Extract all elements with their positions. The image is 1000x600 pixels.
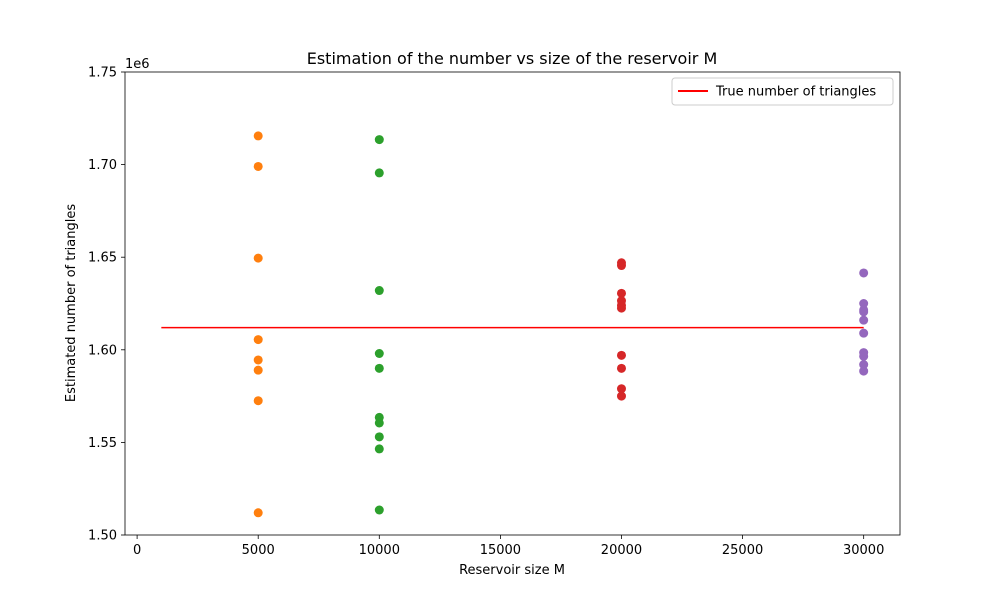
scatter-point-m30000 [859, 299, 869, 308]
scatter-point-m10000 [374, 418, 384, 428]
scatter-point-m10000 [374, 444, 384, 454]
scatter-point-m5000 [253, 365, 263, 375]
y-tick-label: 1.60 [88, 343, 117, 358]
scatter-point-m20000 [616, 350, 626, 360]
scatter-point-m20000 [616, 384, 626, 394]
x-tick-label: 25000 [722, 543, 763, 558]
scatter-point-m20000 [616, 391, 626, 401]
y-axis-label: Estimated number of triangles [64, 204, 79, 402]
scatter-point-m10000 [374, 168, 384, 178]
plot-area: 0 5000 10000 15000 20000 25000 30000 1.50 1.55 1.… [88, 66, 901, 558]
scatter-point-m10000 [374, 349, 384, 359]
x-axis-label: Reservoir size M [459, 563, 565, 578]
scatter-point-m10000 [374, 432, 384, 442]
scatter-point-m5000 [253, 253, 263, 263]
scatter-point-m10000 [374, 505, 384, 515]
scatter-point-m10000 [374, 363, 384, 373]
legend-box [671, 77, 894, 106]
scatter-point-m30000 [859, 351, 869, 361]
legend: True number of triangles [671, 77, 894, 106]
scatter-point-m30000 [859, 366, 869, 376]
y-tick-label: 1.55 [88, 436, 117, 451]
x-tick-label: 0 [133, 543, 141, 558]
axes-frame [124, 71, 901, 536]
scatter-point-m5000 [253, 335, 263, 345]
scatter-point-m30000 [859, 307, 869, 317]
x-tick-label: 30000 [843, 543, 884, 558]
scatter-point-m20000 [616, 303, 626, 313]
scatter-point-m30000 [859, 315, 869, 325]
scatter-point-m5000 [253, 396, 263, 406]
chart-title: Estimation of the number vs size of the … [307, 49, 718, 68]
scatter-point-m5000 [253, 161, 263, 171]
x-tick-label: 10000 [359, 543, 400, 558]
y-offset-label: 1e6 [125, 57, 150, 72]
scatter-point-m5000 [253, 508, 263, 518]
y-tick-label: 1.70 [88, 158, 117, 173]
x-tick-label: 15000 [480, 543, 521, 558]
y-tick-label: 1.50 [88, 529, 117, 544]
x-tick-label: 5000 [242, 543, 275, 558]
scatter-point-m20000 [616, 363, 626, 373]
scatter-point-m10000 [374, 286, 384, 296]
scatter-point-m30000 [859, 360, 869, 370]
y-tick-label: 1.65 [88, 251, 117, 266]
y-tick-label: 1.75 [88, 66, 117, 81]
legend-label-true-number: True number of triangles [715, 85, 876, 100]
x-tick-label: 20000 [601, 543, 642, 558]
scatter-point-m30000 [859, 268, 869, 278]
scatter-point-m20000 [616, 261, 626, 271]
scatter-point-m20000 [616, 288, 626, 298]
scatter-point-m10000 [374, 135, 384, 145]
scatter-point-m5000 [253, 355, 263, 365]
scatter-point-m30000 [859, 328, 869, 338]
scatter-point-m5000 [253, 131, 263, 141]
